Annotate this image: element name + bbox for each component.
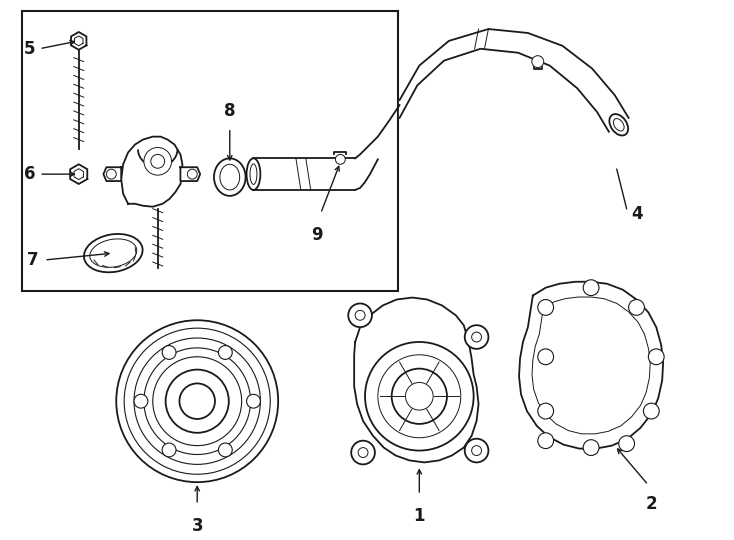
Polygon shape <box>399 29 628 132</box>
Circle shape <box>648 349 664 365</box>
Circle shape <box>124 328 270 474</box>
Circle shape <box>378 355 461 438</box>
Circle shape <box>335 154 345 164</box>
Circle shape <box>405 382 433 410</box>
Circle shape <box>355 310 365 320</box>
Text: 1: 1 <box>413 507 425 525</box>
Circle shape <box>144 147 172 175</box>
Circle shape <box>644 403 659 419</box>
Text: 6: 6 <box>23 165 35 183</box>
Circle shape <box>472 332 482 342</box>
Polygon shape <box>71 32 87 50</box>
Circle shape <box>187 169 197 179</box>
Circle shape <box>144 348 250 455</box>
Polygon shape <box>121 137 182 207</box>
Ellipse shape <box>90 239 137 267</box>
Circle shape <box>179 383 215 419</box>
Circle shape <box>365 342 473 450</box>
Bar <box>23 11 398 291</box>
Circle shape <box>219 443 232 457</box>
Ellipse shape <box>84 234 142 272</box>
Circle shape <box>538 403 553 419</box>
Circle shape <box>348 303 372 327</box>
Circle shape <box>247 394 261 408</box>
Text: 2: 2 <box>645 495 657 513</box>
Ellipse shape <box>247 158 261 190</box>
Text: 4: 4 <box>631 205 643 222</box>
Circle shape <box>150 154 164 168</box>
Circle shape <box>465 325 488 349</box>
Ellipse shape <box>614 119 624 131</box>
Polygon shape <box>181 167 200 181</box>
Circle shape <box>166 369 229 433</box>
Circle shape <box>219 346 232 360</box>
Ellipse shape <box>214 158 246 196</box>
Circle shape <box>116 320 278 482</box>
Polygon shape <box>70 164 87 184</box>
Polygon shape <box>103 167 121 181</box>
Circle shape <box>584 440 599 456</box>
Text: 8: 8 <box>224 102 236 120</box>
Text: 7: 7 <box>26 251 38 269</box>
Circle shape <box>134 338 261 464</box>
Text: 5: 5 <box>23 40 35 58</box>
Circle shape <box>538 433 553 449</box>
Text: 9: 9 <box>310 226 322 245</box>
Circle shape <box>351 441 375 464</box>
Circle shape <box>153 357 241 445</box>
Ellipse shape <box>220 164 240 190</box>
Polygon shape <box>519 282 663 449</box>
Circle shape <box>465 438 488 462</box>
Circle shape <box>162 443 176 457</box>
Circle shape <box>584 280 599 295</box>
Circle shape <box>538 349 553 365</box>
Circle shape <box>162 346 176 360</box>
Circle shape <box>538 300 553 315</box>
Circle shape <box>532 56 544 68</box>
Circle shape <box>106 169 116 179</box>
Polygon shape <box>532 297 650 434</box>
Circle shape <box>358 448 368 457</box>
Polygon shape <box>355 298 479 462</box>
Circle shape <box>628 300 644 315</box>
Ellipse shape <box>250 164 257 185</box>
Text: 3: 3 <box>192 517 203 535</box>
Circle shape <box>619 436 634 451</box>
Circle shape <box>472 446 482 456</box>
Ellipse shape <box>609 114 628 136</box>
Circle shape <box>392 369 447 424</box>
Circle shape <box>134 394 148 408</box>
